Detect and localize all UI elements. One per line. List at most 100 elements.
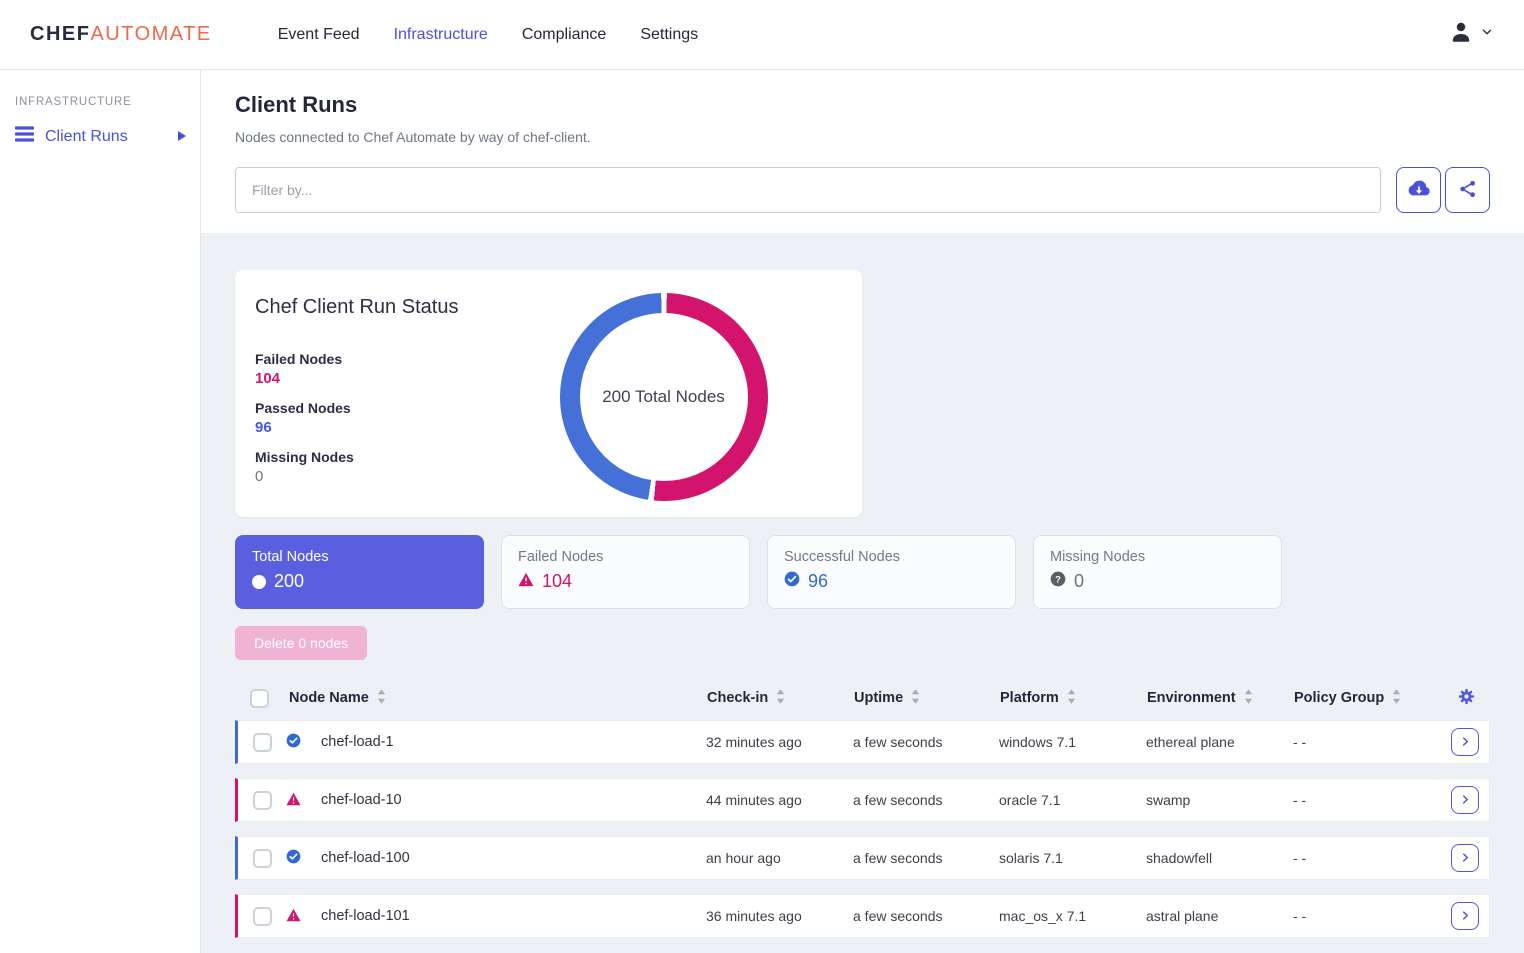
platform-cell: windows 7.1 [999, 734, 1077, 750]
column-header-platform[interactable]: Platform [1000, 688, 1147, 708]
node-name-link[interactable]: chef-load-10 [321, 792, 402, 808]
download-button[interactable] [1396, 167, 1441, 213]
check-in-cell: 44 minutes ago [706, 792, 802, 808]
row-expand-button[interactable] [1451, 728, 1479, 756]
sort-icon[interactable] [776, 688, 785, 708]
sidebar-section-label: INFRASTRUCTURE [15, 96, 132, 108]
delete-nodes-button[interactable]: Delete 0 nodes [235, 626, 368, 660]
nav-link-event-feed[interactable]: Event Feed [277, 25, 360, 43]
chevron-down-icon [1480, 25, 1494, 44]
row-checkbox[interactable] [252, 790, 272, 810]
chevron-right-icon [1460, 735, 1471, 750]
row-checkbox[interactable] [252, 906, 272, 926]
uptime-cell: a few seconds [853, 734, 943, 750]
success-icon [286, 849, 301, 867]
top-navigation: CHEFAUTOMATE Event Feed Infrastructure C… [0, 0, 1524, 70]
sidebar: INFRASTRUCTURE Client Runs [0, 70, 201, 953]
circle-icon [252, 574, 266, 589]
column-header-uptime[interactable]: Uptime [854, 688, 1000, 708]
table-row: chef-load-1 32 minutes ago a few seconds… [235, 720, 1490, 764]
legend-missing-nodes: Missing Nodes 0 [255, 449, 555, 485]
failure-icon [286, 792, 301, 809]
svg-text:?: ? [1055, 574, 1061, 584]
list-icon [15, 126, 34, 147]
column-header-environment[interactable]: Environment [1147, 688, 1294, 708]
nav-link-compliance[interactable]: Compliance [521, 25, 607, 43]
node-name-link[interactable]: chef-load-1 [321, 734, 394, 750]
nav-link-settings[interactable]: Settings [640, 25, 699, 43]
platform-cell: solaris 7.1 [999, 850, 1063, 866]
sort-icon[interactable] [911, 688, 920, 708]
sidebar-item-label: Client Runs [45, 127, 128, 145]
platform-cell: mac_os_x 7.1 [999, 908, 1087, 924]
logo-automate: AUTOMATE [90, 23, 212, 45]
node-name-link[interactable]: chef-load-100 [321, 850, 410, 866]
chevron-right-icon [1460, 793, 1471, 808]
policy-group-cell: - - [1293, 908, 1307, 924]
table-row: chef-load-101 36 minutes ago a few secon… [235, 894, 1490, 938]
row-expand-button[interactable] [1451, 902, 1479, 930]
check-circle-icon [784, 571, 800, 592]
gear-icon [1457, 687, 1476, 710]
logo-chef: CHEF [30, 23, 91, 45]
share-button[interactable] [1445, 167, 1490, 213]
successful-nodes-card[interactable]: Successful Nodes 96 [767, 535, 1016, 609]
check-in-cell: 32 minutes ago [706, 734, 802, 750]
successful-nodes-value: 96 [808, 571, 829, 591]
chart-title: Chef Client Run Status [255, 296, 459, 318]
column-header-check-in[interactable]: Check-in [707, 688, 854, 708]
failure-icon [286, 908, 301, 925]
sidebar-item-client-runs[interactable]: Client Runs [15, 126, 200, 147]
node-name-link[interactable]: chef-load-101 [321, 908, 410, 924]
policy-group-cell: - - [1293, 792, 1307, 808]
filter-input[interactable] [235, 167, 1381, 213]
table-header: Node Name Check-in Uptime Platform [235, 676, 1490, 720]
legend-passed-nodes: Passed Nodes 96 [255, 400, 555, 436]
page-title: Client Runs [235, 92, 358, 117]
question-circle-icon: ? [1050, 571, 1066, 592]
failed-nodes-card[interactable]: Failed Nodes 104 [501, 535, 750, 609]
total-nodes-card[interactable]: Total Nodes 200 [235, 535, 484, 609]
sort-icon[interactable] [1067, 688, 1076, 708]
column-header-policy-group[interactable]: Policy Group [1294, 688, 1442, 708]
cloud-download-icon [1407, 177, 1431, 204]
page-header: Client Runs Nodes connected to Chef Auto… [201, 70, 1524, 233]
filter-toolbar [235, 167, 1490, 213]
client-run-status-donut-chart: 200 Total Nodes [559, 292, 768, 501]
environment-cell: shadowfell [1146, 850, 1213, 866]
check-in-cell: 36 minutes ago [706, 908, 802, 924]
table-row: chef-load-10 44 minutes ago a few second… [235, 778, 1490, 822]
legend-failed-nodes: Failed Nodes 104 [255, 351, 555, 387]
row-checkbox[interactable] [252, 732, 272, 752]
success-icon [286, 733, 301, 751]
chef-client-run-status-card: Chef Client Run Status Failed Nodes 104 … [235, 270, 862, 517]
nav-links: Event Feed Infrastructure Compliance Set… [278, 26, 698, 44]
chef-automate-logo[interactable]: CHEFAUTOMATE [30, 23, 212, 46]
select-all-checkbox[interactable] [249, 688, 269, 708]
table-settings-button[interactable] [1442, 687, 1490, 710]
row-expand-button[interactable] [1451, 786, 1479, 814]
sort-icon[interactable] [1244, 688, 1253, 708]
platform-cell: oracle 7.1 [999, 792, 1061, 808]
missing-nodes-value: 0 [1074, 571, 1085, 591]
row-expand-button[interactable] [1451, 844, 1479, 872]
check-in-cell: an hour ago [706, 850, 781, 866]
chevron-right-icon [1460, 851, 1471, 866]
chevron-right-icon [1460, 909, 1471, 924]
row-checkbox[interactable] [252, 848, 272, 868]
sort-icon[interactable] [377, 688, 386, 708]
policy-group-cell: - - [1293, 734, 1307, 750]
missing-nodes-count: 0 [255, 468, 264, 485]
table-body: chef-load-1 32 minutes ago a few seconds… [235, 720, 1490, 938]
failed-nodes-value: 104 [542, 571, 573, 591]
uptime-cell: a few seconds [853, 908, 943, 924]
sort-icon[interactable] [1392, 688, 1401, 708]
column-header-node-name[interactable]: Node Name [283, 688, 707, 708]
user-menu[interactable] [1448, 19, 1494, 50]
triangle-right-icon[interactable] [178, 128, 186, 146]
missing-nodes-card[interactable]: Missing Nodes ? 0 [1033, 535, 1282, 609]
warning-triangle-icon [518, 572, 534, 592]
nav-link-infrastructure[interactable]: Infrastructure [393, 25, 488, 43]
share-icon [1457, 178, 1479, 203]
